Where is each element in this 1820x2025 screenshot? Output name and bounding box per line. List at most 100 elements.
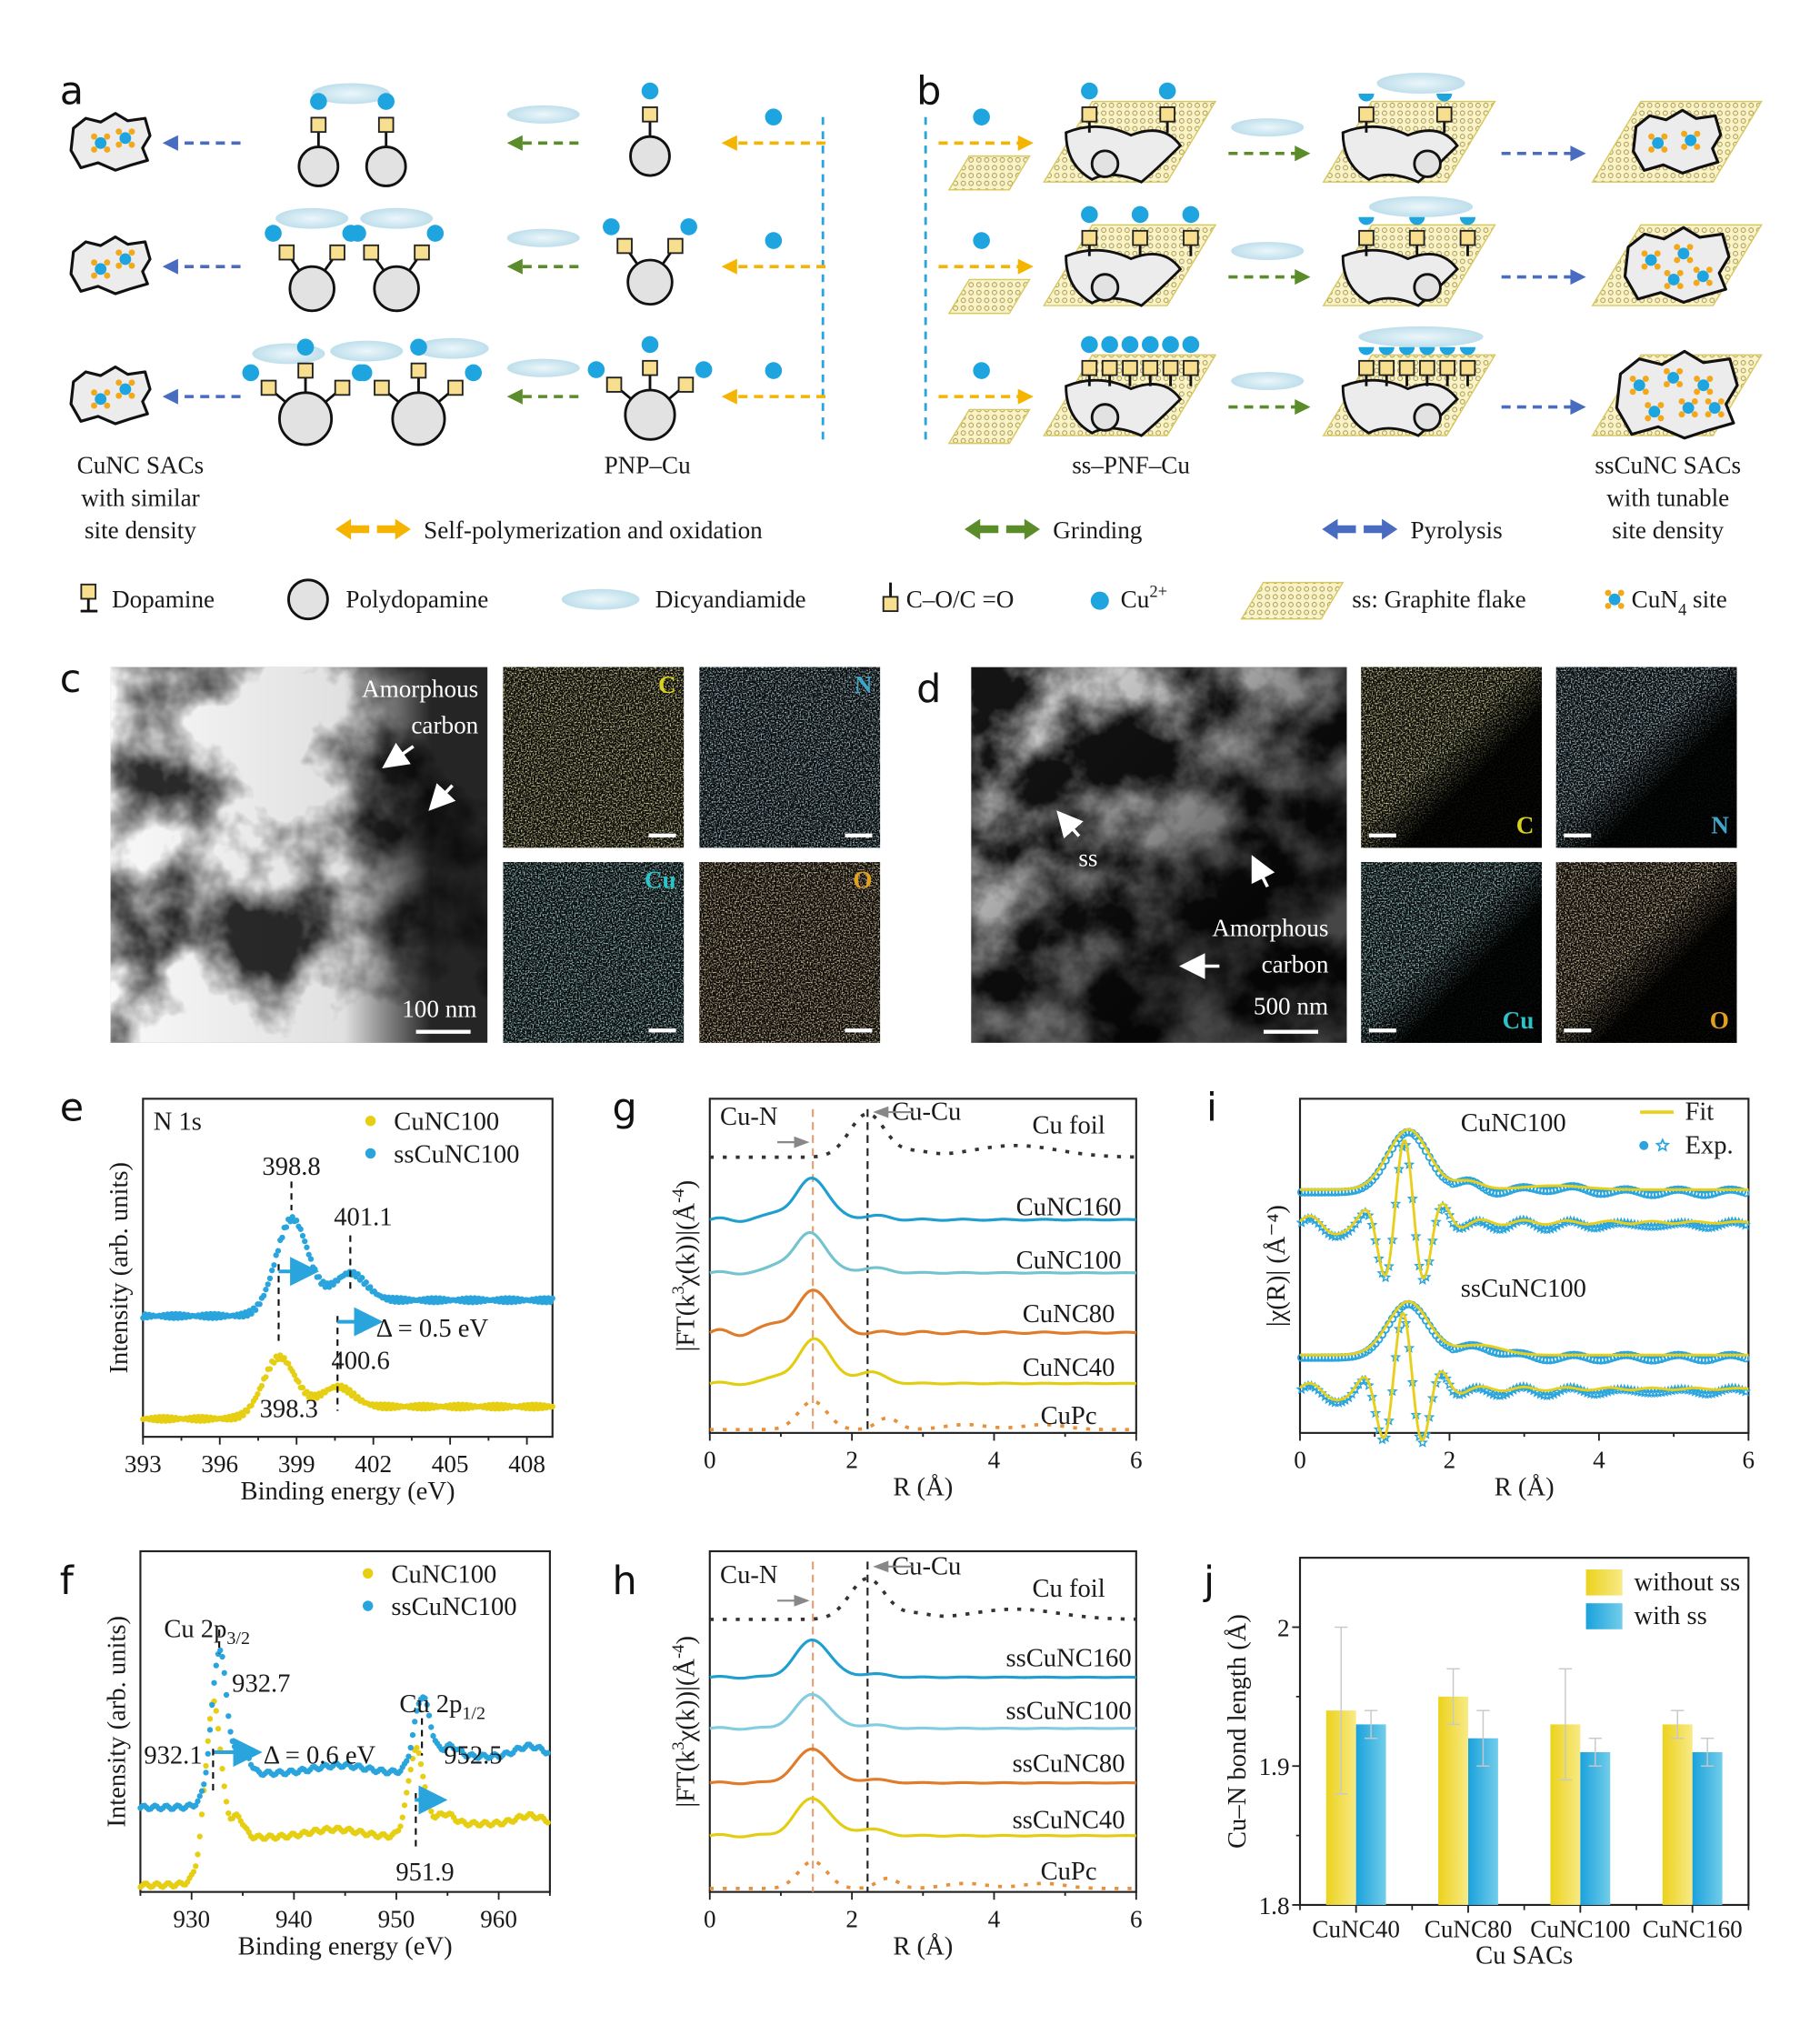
n-atom-icon bbox=[1705, 411, 1712, 418]
data-point-cunc100 bbox=[401, 1802, 408, 1809]
dicyandiamide-icon bbox=[1376, 73, 1465, 94]
data-point-sscunc100 bbox=[206, 1727, 214, 1733]
x-tick-label: 6 bbox=[1130, 1905, 1143, 1932]
n-atom-icon bbox=[128, 379, 135, 386]
fit-line-1 bbox=[1299, 1138, 1749, 1280]
dopamine-icon bbox=[310, 116, 327, 134]
data-point-sscunc100 bbox=[266, 1275, 274, 1281]
n-atom-icon bbox=[1706, 376, 1714, 382]
data-point-sscunc100 bbox=[299, 1232, 306, 1239]
legend-label: ssCuNC100 bbox=[391, 1593, 516, 1621]
exp-data-point bbox=[1501, 1221, 1513, 1233]
data-point-sscunc100 bbox=[363, 1279, 369, 1286]
cu-ion-icon bbox=[1141, 336, 1159, 354]
exp-data-point bbox=[1602, 1218, 1614, 1230]
data-point-cunc100 bbox=[195, 1413, 202, 1420]
n-atom-icon bbox=[115, 249, 123, 256]
dicyandiamide-icon bbox=[1358, 326, 1484, 347]
dopamine-icon bbox=[374, 379, 390, 396]
data-point-sscunc100 bbox=[223, 1691, 230, 1699]
data-point-sscunc100 bbox=[275, 1248, 282, 1254]
data-point-cunc100 bbox=[275, 1356, 282, 1363]
annotation: 400.6 bbox=[331, 1348, 389, 1376]
n-atom-icon bbox=[115, 262, 123, 269]
data-point-cunc100 bbox=[245, 1408, 251, 1415]
eds-map-o: O bbox=[699, 862, 881, 1043]
bar-without-ss-cunc80 bbox=[1438, 1696, 1469, 1905]
n-atom-icon bbox=[1674, 244, 1681, 251]
exp-data-point bbox=[1598, 1387, 1610, 1398]
dopamine-icon bbox=[1081, 106, 1098, 123]
arrow-icon bbox=[1056, 810, 1084, 839]
peak-label-base: Cu 2p bbox=[164, 1616, 226, 1644]
exp-data-point bbox=[1548, 1221, 1560, 1233]
y-axis-label: |FT(k3χ(k))|(Å-4) bbox=[669, 1636, 700, 1808]
exp-data-point bbox=[1595, 1221, 1607, 1232]
cu-ion-icon bbox=[1182, 336, 1200, 354]
data-point-sscunc100 bbox=[415, 1700, 422, 1707]
data-point-cunc100 bbox=[160, 1413, 166, 1420]
annotation: Cu-N bbox=[720, 1561, 778, 1589]
dopamine-icon bbox=[1159, 106, 1175, 123]
exp-data-point bbox=[1494, 1223, 1506, 1235]
legend-co: C–O/C =O bbox=[906, 586, 1015, 613]
arrow-head-icon bbox=[721, 258, 737, 275]
n-atom-icon bbox=[1681, 130, 1687, 137]
co-group-icon bbox=[882, 596, 899, 613]
legend-label: ssCuNC100 bbox=[394, 1140, 519, 1168]
cu-ion-icon bbox=[242, 364, 260, 382]
dicyandiamide-icon bbox=[330, 340, 404, 362]
schematic-row-2 bbox=[69, 195, 1763, 315]
exp-data-point bbox=[1548, 1388, 1560, 1399]
data-point-sscunc100 bbox=[305, 1251, 312, 1258]
data-point-sscunc100 bbox=[430, 1299, 437, 1306]
dicyandiamide-icon bbox=[360, 207, 434, 229]
cu-atom-icon bbox=[95, 263, 107, 276]
exp-data-point bbox=[1295, 1383, 1307, 1395]
data-point-sscunc100 bbox=[265, 1281, 271, 1288]
data-point-cunc100 bbox=[529, 1401, 535, 1408]
y-axis-label-part: -4 bbox=[669, 1645, 688, 1659]
eds-map-tint bbox=[699, 862, 881, 1043]
data-point-sscunc100 bbox=[297, 1226, 304, 1232]
polydopamine-icon bbox=[1090, 149, 1120, 178]
exp-data-point bbox=[1376, 1267, 1388, 1278]
arrow-head-icon bbox=[1017, 258, 1034, 275]
data-point-sscunc100 bbox=[209, 1315, 216, 1321]
x-tick-label: 408 bbox=[508, 1450, 545, 1478]
arrow-head-icon bbox=[506, 258, 523, 275]
cu-ion-icon bbox=[1409, 216, 1425, 226]
data-point-cunc100 bbox=[455, 1401, 462, 1408]
data-point-cunc100 bbox=[277, 1352, 284, 1358]
y-axis-label-part: |FT(k bbox=[673, 1749, 701, 1808]
data-point-cunc100 bbox=[397, 1823, 404, 1830]
y-axis-label-part: ) bbox=[673, 1180, 701, 1189]
legend-cun4-site: CuN4 site bbox=[1632, 586, 1727, 620]
peak-label-base: Cu 2p bbox=[399, 1690, 462, 1719]
dopamine-icon bbox=[1183, 229, 1199, 246]
cu-ion-icon bbox=[1459, 216, 1476, 226]
data-point-cunc100 bbox=[221, 1783, 227, 1789]
x-tick-label: CuNC160 bbox=[1643, 1916, 1743, 1943]
dopamine-icon bbox=[414, 244, 430, 261]
data-point-cunc100 bbox=[205, 1738, 211, 1744]
cu-ion-icon bbox=[465, 364, 483, 382]
scale-bar bbox=[1368, 1028, 1396, 1033]
legend-self-polymerization: Self-polymerization and oxidation bbox=[424, 516, 763, 544]
eds-element-label: O bbox=[1710, 1007, 1729, 1034]
n-atom-icon bbox=[1678, 398, 1685, 405]
legend-grinding: Grinding bbox=[1053, 516, 1142, 544]
exp-data-point bbox=[1551, 1219, 1563, 1231]
data-point-cunc100 bbox=[219, 1765, 225, 1772]
data-point-cunc100 bbox=[494, 1401, 501, 1408]
y-axis-label: Intensity (arb. units) bbox=[105, 1162, 134, 1374]
data-point-cunc100 bbox=[223, 1799, 230, 1805]
data-point-cunc100 bbox=[492, 1406, 498, 1412]
legend-cu2plus: Cu2+ bbox=[1121, 582, 1167, 612]
exp-data-point bbox=[1356, 1208, 1368, 1219]
fit-line-0 bbox=[1299, 1128, 1749, 1191]
cu-ion-icon bbox=[1439, 346, 1455, 356]
cu-atom-icon bbox=[1652, 136, 1665, 149]
cu-atom-icon bbox=[1648, 406, 1661, 418]
data-point-cunc100 bbox=[206, 1716, 214, 1722]
